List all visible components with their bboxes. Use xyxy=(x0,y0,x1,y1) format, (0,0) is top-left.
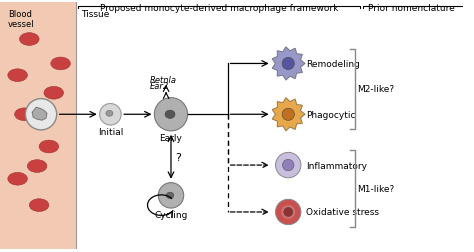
Ellipse shape xyxy=(44,87,64,100)
Circle shape xyxy=(283,160,294,171)
Polygon shape xyxy=(272,99,305,131)
Ellipse shape xyxy=(39,141,59,153)
Text: Oxidative stress: Oxidative stress xyxy=(306,208,379,217)
Text: ?: ? xyxy=(175,152,181,162)
Text: Proposed monocyte-derived macrophage framework: Proposed monocyte-derived macrophage fra… xyxy=(100,4,338,13)
Circle shape xyxy=(100,104,121,125)
Text: Tissue: Tissue xyxy=(81,10,109,19)
Ellipse shape xyxy=(51,58,70,71)
Text: Initial: Initial xyxy=(98,128,123,136)
Circle shape xyxy=(282,109,294,121)
Circle shape xyxy=(26,99,57,130)
Ellipse shape xyxy=(19,34,39,46)
Text: M1-like?: M1-like? xyxy=(357,184,395,193)
Circle shape xyxy=(275,153,301,178)
Ellipse shape xyxy=(29,199,49,212)
Text: Prior nomenclature: Prior nomenclature xyxy=(368,4,455,13)
Text: M2-like?: M2-like? xyxy=(357,85,395,94)
Circle shape xyxy=(281,205,295,219)
Ellipse shape xyxy=(8,70,27,82)
Circle shape xyxy=(284,208,292,216)
Text: Cycling: Cycling xyxy=(155,210,188,219)
Bar xyxy=(76,3,463,249)
Ellipse shape xyxy=(27,160,47,173)
Text: Ear2: Ear2 xyxy=(149,81,169,90)
Text: Early: Early xyxy=(160,133,182,142)
Circle shape xyxy=(282,58,294,70)
Ellipse shape xyxy=(165,111,175,119)
Circle shape xyxy=(275,200,301,225)
Text: Phagocytic: Phagocytic xyxy=(306,110,356,119)
Ellipse shape xyxy=(166,193,174,199)
Text: Inflammatory: Inflammatory xyxy=(306,161,367,170)
Text: Blood
vessel: Blood vessel xyxy=(8,10,35,29)
Text: Retnla: Retnla xyxy=(149,76,176,85)
Ellipse shape xyxy=(8,173,27,185)
Bar xyxy=(0,3,76,249)
Polygon shape xyxy=(32,108,47,121)
Polygon shape xyxy=(272,48,305,81)
Ellipse shape xyxy=(106,111,113,117)
Text: Remodeling: Remodeling xyxy=(306,60,360,69)
Ellipse shape xyxy=(15,108,34,121)
Circle shape xyxy=(155,98,188,131)
Circle shape xyxy=(158,183,184,208)
